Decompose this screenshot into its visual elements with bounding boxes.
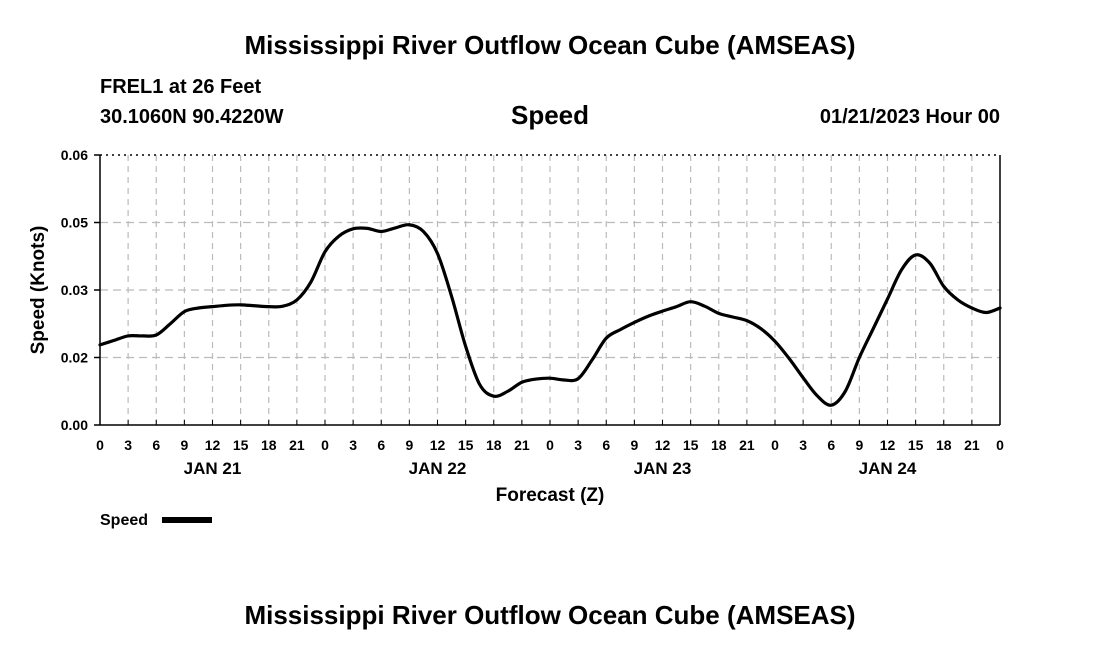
- axes-layer: [94, 154, 1001, 426]
- x-tick-label: 21: [739, 437, 755, 453]
- x-tick-label: 21: [289, 437, 305, 453]
- y-tick-label: 0.06: [61, 147, 88, 163]
- x-tick-label: 0: [546, 437, 554, 453]
- y-tick-label: 0.05: [61, 215, 88, 231]
- x-tick-label: 0: [771, 437, 779, 453]
- day-label: JAN 23: [634, 459, 692, 478]
- x-tick-label: 6: [602, 437, 610, 453]
- y-tick-label: 0.02: [61, 350, 88, 366]
- x-tick-label: 18: [936, 437, 952, 453]
- x-tick-label: 3: [124, 437, 132, 453]
- day-label: JAN 22: [409, 459, 467, 478]
- x-tick-label: 18: [486, 437, 502, 453]
- footer-title: Mississippi River Outflow Ocean Cube (AM…: [244, 600, 856, 630]
- x-tick-label: 15: [458, 437, 474, 453]
- x-tick-label: 15: [683, 437, 699, 453]
- x-tick-label: 12: [205, 437, 221, 453]
- legend: Speed: [100, 512, 212, 529]
- x-tick-label: 12: [655, 437, 671, 453]
- series-layer: [98, 223, 1002, 407]
- day-label: JAN 21: [184, 459, 242, 478]
- day-label: JAN 24: [859, 459, 917, 478]
- main-title: Mississippi River Outflow Ocean Cube (AM…: [244, 30, 856, 60]
- x-axis-title: Forecast (Z): [496, 485, 605, 506]
- labels-layer: 0 3 6 9 12 15 18 21 0 3 6 9 12 15 18 21 0 3 6 9 12 15 18 21 0 3 6 9…: [28, 147, 1004, 506]
- grid-layer: [100, 155, 1000, 425]
- x-tick-label: 0: [321, 437, 329, 453]
- legend-swatch-speed: [162, 517, 212, 523]
- x-tick-label: 15: [908, 437, 924, 453]
- x-tick-label: 6: [152, 437, 160, 453]
- x-tick-label: 9: [630, 437, 638, 453]
- y-tick-label: 0.00: [61, 417, 88, 433]
- x-tick-label: 15: [233, 437, 249, 453]
- series-line-speed: [98, 223, 1002, 407]
- y-tick-label: 0.03: [61, 282, 88, 298]
- legend-label-speed: Speed: [100, 512, 148, 529]
- station-coordinates: 30.1060N 90.4220W: [100, 106, 284, 128]
- x-tick-label: 12: [880, 437, 896, 453]
- run-timestamp: 01/21/2023 Hour 00: [819, 106, 1000, 128]
- x-tick-label: 18: [711, 437, 727, 453]
- x-tick-label: 6: [827, 437, 835, 453]
- x-tick-label: 9: [180, 437, 188, 453]
- x-tick-label: 21: [964, 437, 980, 453]
- x-tick-label: 0: [996, 437, 1004, 453]
- x-tick-label: 0: [96, 437, 104, 453]
- y-axis-title: Speed (Knots): [28, 226, 49, 355]
- x-tick-label: 6: [377, 437, 385, 453]
- x-tick-label: 12: [430, 437, 446, 453]
- station-name: FREL1 at 26 Feet: [100, 76, 262, 98]
- x-tick-label: 3: [349, 437, 357, 453]
- x-tick-label: 9: [405, 437, 413, 453]
- x-tick-label: 9: [855, 437, 863, 453]
- x-tick-label: 18: [261, 437, 277, 453]
- x-tick-label: 3: [574, 437, 582, 453]
- chart-title: Speed: [510, 100, 590, 130]
- x-tick-label: 21: [514, 437, 530, 453]
- x-tick-label: 3: [799, 437, 807, 453]
